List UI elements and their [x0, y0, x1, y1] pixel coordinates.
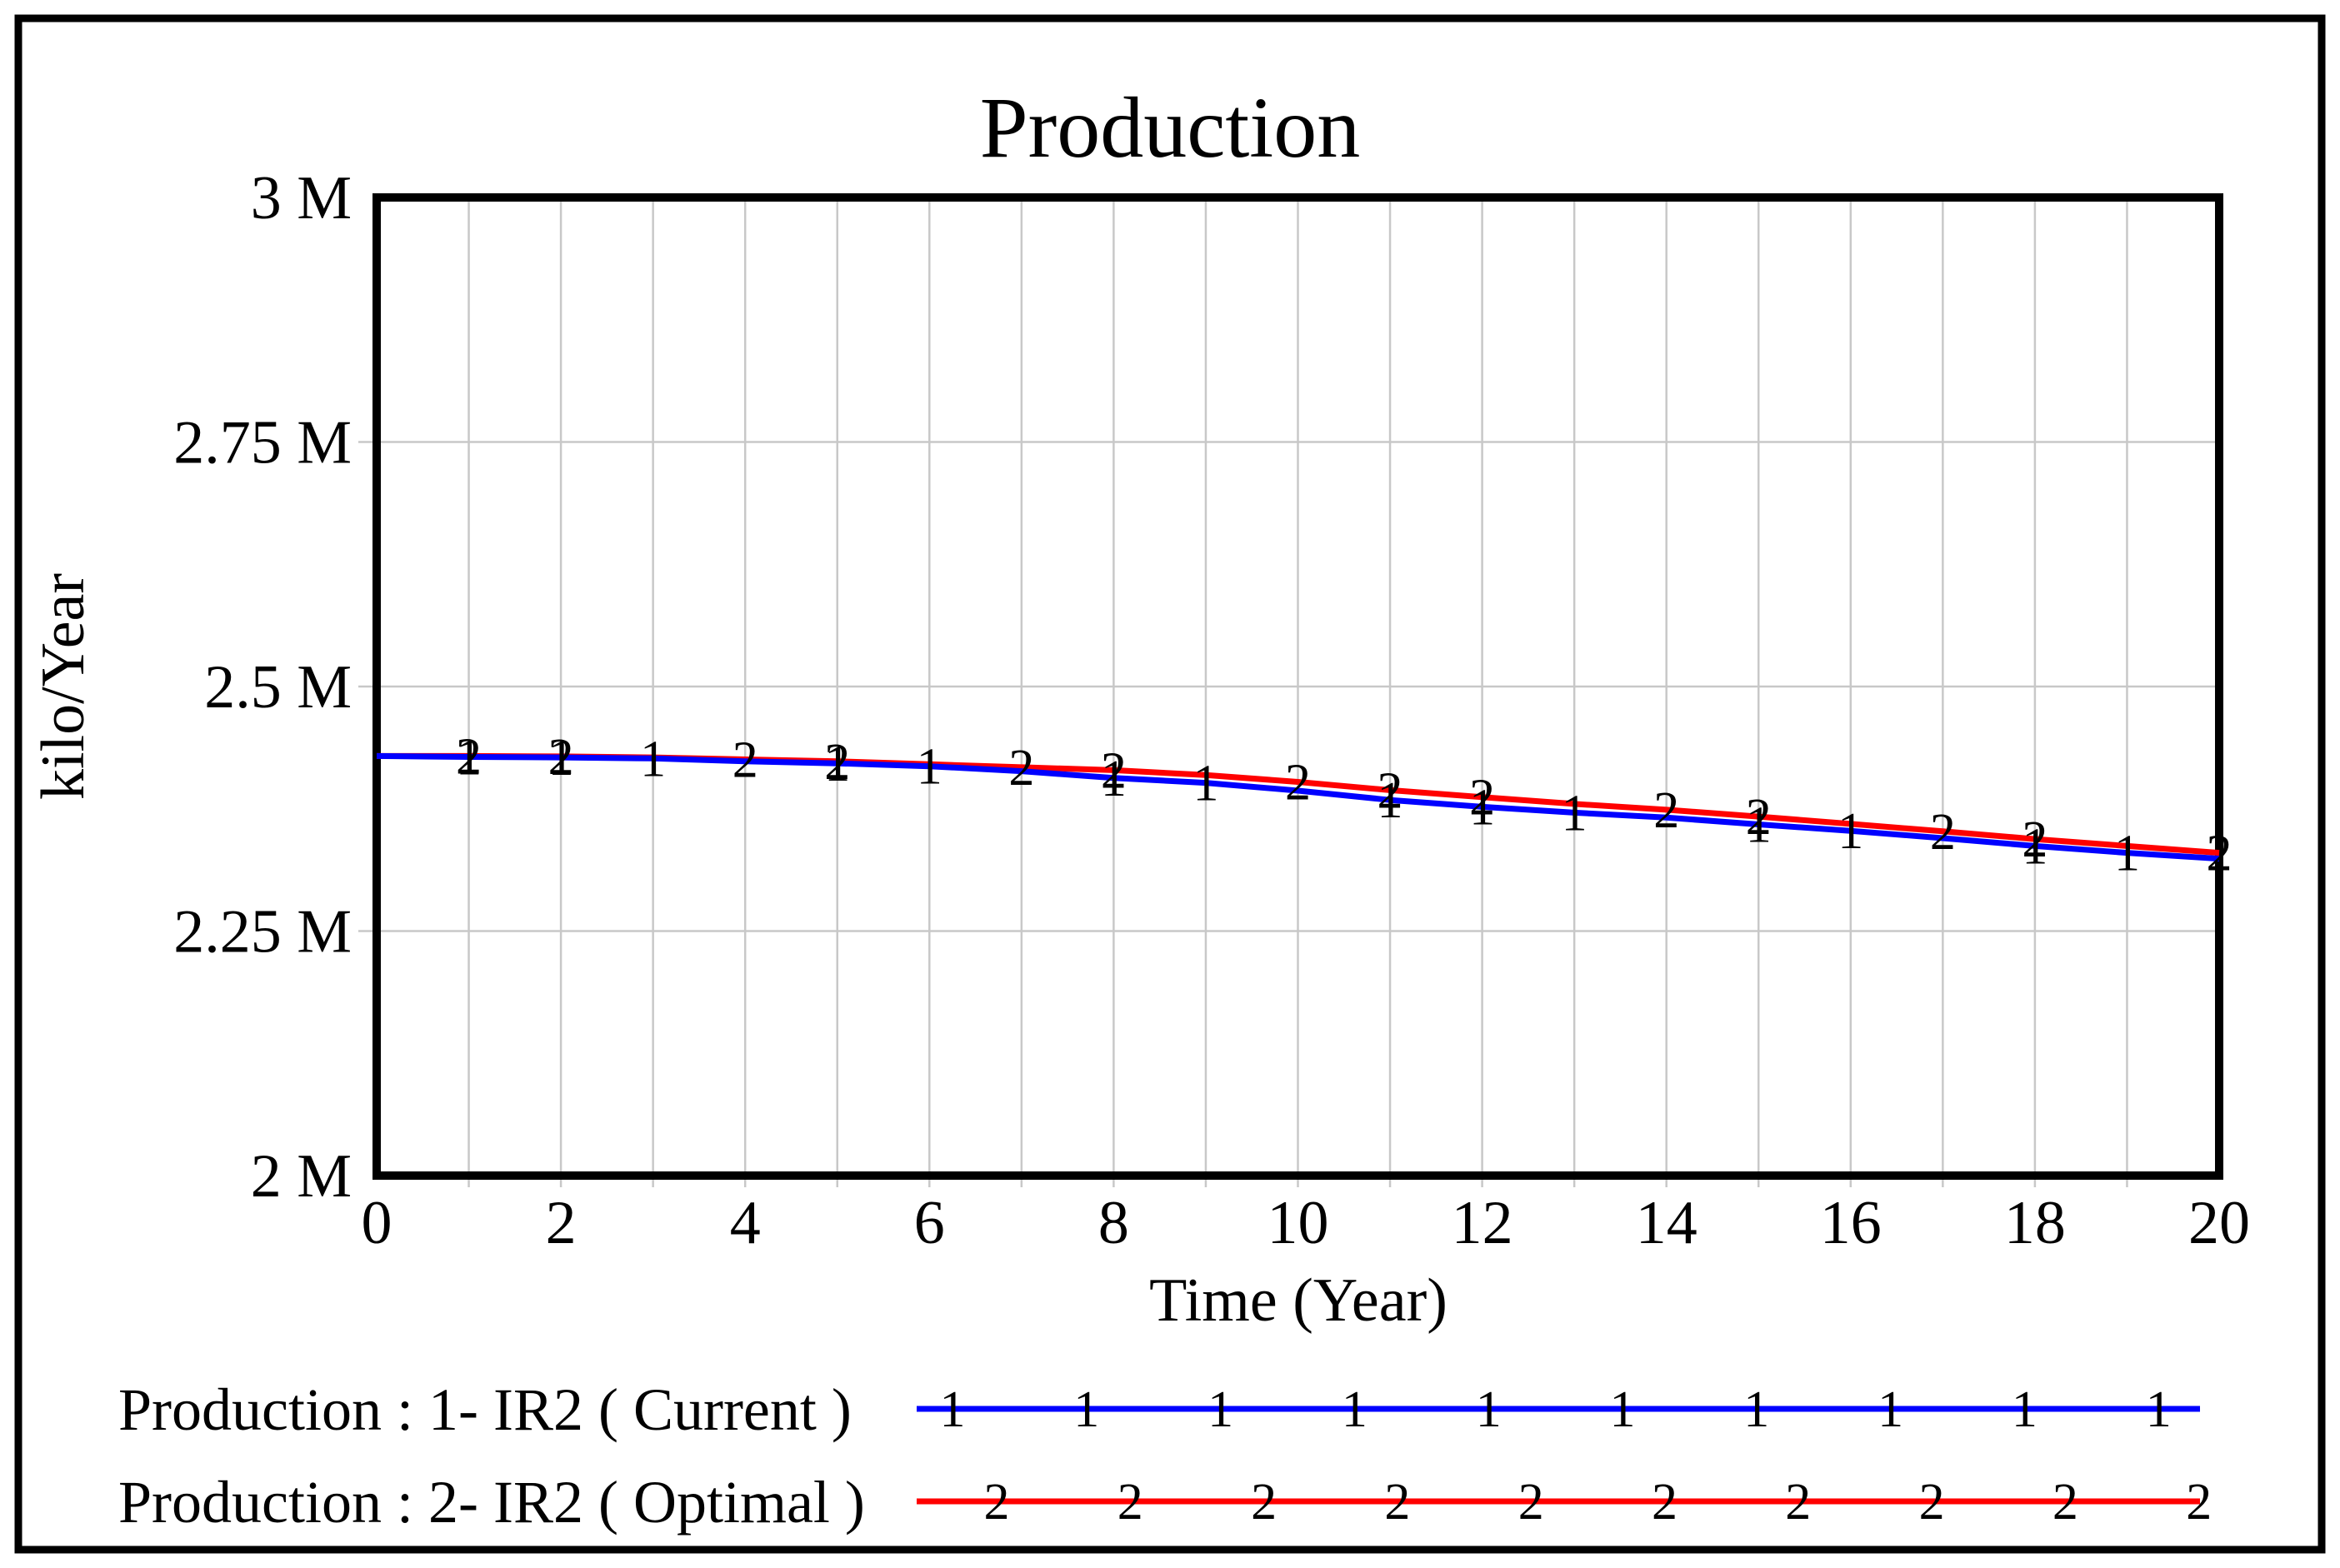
line-marker-1-year-5: 1	[824, 736, 850, 792]
line-marker-1-year-1: 1	[456, 730, 482, 786]
legend-marker-2: 2	[1785, 1474, 1811, 1531]
line-marker-2-year-11: 2	[1378, 762, 1403, 819]
line-marker-1-year-15: 1	[1746, 797, 1772, 854]
legend-marker-2: 2	[1251, 1474, 1277, 1531]
legend-label-current: Production : 1- IR2 ( Current )	[118, 1376, 852, 1443]
legend-marker-2: 2	[1652, 1474, 1678, 1531]
line-marker-1-year-2: 1	[548, 730, 574, 786]
line-marker-1-year-12: 1	[1469, 779, 1495, 836]
line-marker-1-year-18: 1	[2022, 818, 2048, 875]
line-marker-1-year-9: 1	[1192, 756, 1218, 812]
legend: Production : 1- IR2 ( Current ) Producti…	[118, 1376, 2212, 1536]
x-tick-label-6: 6	[914, 1189, 945, 1257]
legend-marker-1: 1	[1878, 1381, 1903, 1438]
x-tick-label-12: 12	[1452, 1189, 1513, 1257]
y-axis-tick-labels: 3 M 2.75 M 2.5 M 2.25 M 2 M	[173, 164, 352, 1211]
line-marker-1-year-11: 1	[1378, 772, 1403, 829]
x-axis-tick-labels: 0 2 4 6 8 10 12 14 16 18 20	[362, 1189, 2251, 1257]
line-marker-2-year-12: 2	[1469, 770, 1495, 826]
legend-marker-2: 2	[984, 1474, 1010, 1531]
gridlines	[358, 197, 2219, 1187]
chart-title: Production	[980, 80, 1360, 176]
legend-marker-1: 1	[1610, 1381, 1636, 1438]
series-lines	[376, 752, 2220, 862]
legend-marker-1: 1	[1476, 1381, 1502, 1438]
line-marker-2-year-10: 2	[1285, 754, 1311, 811]
legend-marker-2: 2	[1384, 1474, 1410, 1531]
line-marker-2-year-17: 2	[1930, 804, 1956, 861]
legend-marker-1: 1	[2146, 1381, 2172, 1438]
legend-marker-2: 2	[2186, 1474, 2212, 1531]
legend-line-samples: 1 1 1 1 1 1 1 1 1 12 2 2 2 2 2 2 2 2 2	[917, 1381, 2212, 1531]
y-tick-label-2.25: 2.25 M	[173, 898, 352, 966]
x-tick-label-18: 18	[2004, 1189, 2066, 1257]
legend-marker-1: 1	[1342, 1381, 1368, 1438]
x-tick-label-4: 4	[730, 1189, 761, 1257]
line-marker-2-year-7: 2	[1008, 740, 1034, 796]
y-tick-label-2: 2 M	[251, 1142, 352, 1211]
line-marker-2-year-4: 2	[732, 732, 758, 788]
legend-label-optimal: Production : 2- IR2 ( Optimal )	[118, 1469, 865, 1536]
line-marker-1-year-3: 1	[640, 731, 666, 787]
legend-marker-2: 2	[1518, 1474, 1544, 1531]
line-marker-2-year-8: 2	[1101, 742, 1127, 799]
legend-marker-1: 1	[2012, 1381, 2038, 1438]
line-marker-1-year-6: 1	[917, 739, 942, 796]
line-marker-2-year-14: 2	[1653, 782, 1679, 839]
line-marker-2-year-2: 2	[548, 729, 574, 786]
line-marker-2-year-18: 2	[2022, 811, 2048, 868]
plot-frame	[372, 193, 2223, 1180]
x-tick-label-10: 10	[1268, 1189, 1329, 1257]
series-line-1	[376, 752, 2220, 862]
legend-marker-1: 1	[940, 1381, 966, 1438]
x-tick-label-8: 8	[1098, 1189, 1129, 1257]
x-tick-label-20: 20	[2188, 1189, 2250, 1257]
y-tick-label-2.5: 2.5 M	[204, 653, 352, 722]
line-marker-2-year-5: 2	[824, 734, 850, 791]
line-marker-1-year-13: 1	[1562, 785, 1588, 841]
legend-marker-2: 2	[2052, 1474, 2078, 1531]
legend-marker-1: 1	[1743, 1381, 1769, 1438]
legend-marker-1: 1	[1208, 1381, 1233, 1438]
y-tick-label-3: 3 M	[251, 164, 352, 232]
legend-marker-2: 2	[1118, 1474, 1143, 1531]
x-tick-label-14: 14	[1636, 1189, 1698, 1257]
line-marker-1-year-8: 1	[1101, 751, 1127, 807]
x-tick-label-16: 16	[1820, 1189, 1882, 1257]
legend-marker-2: 2	[1919, 1474, 1945, 1531]
line-marker-2-year-1: 2	[456, 728, 482, 785]
line-marker-1-year-16: 1	[1838, 803, 1863, 860]
x-tick-label-0: 0	[362, 1189, 392, 1257]
line-marker-2-year-20: 2	[2207, 826, 2232, 882]
series-markers: 1 1 1 1 1 1 1 1 1 1 1 1 1 12 2 2 2 2 2 2 2 2 2 2 2 2 2	[456, 728, 2232, 881]
window-border	[14, 14, 2326, 1554]
line-marker-1-year-19: 1	[2114, 826, 2140, 882]
x-tick-label-2: 2	[546, 1189, 577, 1257]
legend-marker-1: 1	[1073, 1381, 1099, 1438]
y-tick-label-2.75: 2.75 M	[173, 409, 352, 477]
line-marker-2-year-15: 2	[1746, 789, 1772, 846]
y-axis-title: kilo/Year	[29, 573, 98, 800]
x-axis-title: Time (Year)	[1149, 1266, 1448, 1335]
